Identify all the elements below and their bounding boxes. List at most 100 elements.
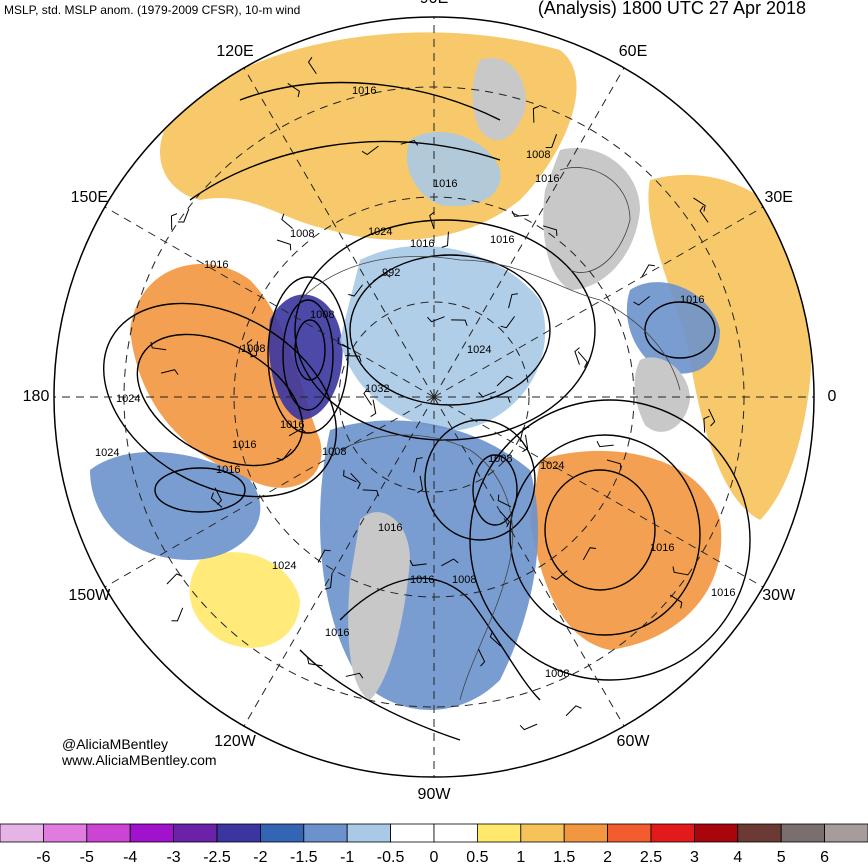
colorbar-swatch (737, 823, 782, 843)
wind-barb (409, 560, 427, 567)
wind-barb (669, 594, 683, 609)
contour-label: 1024 (467, 344, 491, 356)
wind-barb (150, 341, 167, 351)
contour-label: 992 (382, 267, 400, 279)
colorbar-swatch (43, 823, 88, 843)
meridian-210 (104, 396, 435, 588)
contour-label: 1016 (650, 542, 674, 554)
contour-label: 1016 (352, 85, 376, 97)
isobar-pacific-high-1 (136, 333, 304, 467)
meridian-240 (243, 396, 435, 727)
longitude-label: 30W (762, 587, 796, 604)
isobar-siberia-low-1 (282, 299, 334, 411)
contour-label: 1008 (526, 149, 550, 161)
colorbar-tick-label: -1 (340, 849, 354, 865)
contour-label: 1016 (378, 522, 402, 534)
wind-barb (361, 145, 379, 156)
colorbar-tick-label: -4 (123, 849, 137, 865)
wind-barb (511, 210, 529, 217)
wind-barb (532, 105, 540, 123)
colorbar-tick-label: 0.5 (466, 849, 488, 865)
wind-barb (324, 573, 333, 590)
isobar-atlantic-high-3 (469, 399, 751, 681)
wind-barb (441, 558, 459, 567)
wind-barb (478, 648, 486, 667)
wind-barb (210, 492, 223, 508)
wind-barb (250, 341, 259, 358)
colorbar: -6 -5 -4 -3 -2.5 -2 -1.5 -1 -0.5 0 0.5 1 1.5 2 2.5 3 4 5 6 (0, 823, 868, 865)
wind-barb (281, 213, 293, 229)
wind-barb (171, 607, 184, 622)
wind-barb (545, 133, 558, 148)
contour-label: 1024 (272, 560, 296, 572)
contour-label: 1008 (545, 668, 569, 680)
contour-label: 1016 (325, 627, 349, 639)
wind-barb (574, 347, 580, 365)
contour-label: 1016 (410, 574, 434, 586)
wind-barb (496, 375, 513, 387)
longitude-label: 120E (216, 43, 254, 61)
wind-barb (497, 494, 512, 508)
wind-barb (606, 459, 622, 470)
wind-barb (441, 231, 449, 248)
meridian-330 (433, 396, 764, 588)
polar-map: 1016 1008 1016 1016 1008 1024 1016 1016 1016 992 1… (53, 16, 815, 778)
wind-barb (288, 428, 307, 437)
colorbar-swatch (0, 823, 44, 843)
analysis-time: (Analysis) 1800 UTC 27 Apr 2018 (537, 0, 806, 18)
meridians (54, 17, 814, 777)
meridian-30 (433, 206, 764, 398)
wind-barb (577, 351, 588, 368)
contour-label: 1016 (680, 294, 704, 306)
contour-label: 1008 (322, 446, 346, 458)
wind-barb (350, 473, 361, 490)
colorbar-swatch (259, 823, 305, 843)
meridian-300 (433, 396, 625, 727)
meridian-150 (104, 206, 435, 398)
contour-label: 1016 (711, 587, 735, 599)
anomaly-positive-europe (648, 174, 813, 520)
isobar-pacific-low (154, 467, 246, 513)
wind-barb (345, 355, 362, 362)
contour-label: 1008 (310, 309, 334, 321)
wind-barb (427, 316, 445, 323)
isobar-na-1 (339, 577, 541, 701)
colorbar-tick-label: -2.5 (203, 849, 231, 865)
terrain-mask-tibet (472, 58, 526, 141)
wind-barb (160, 369, 179, 375)
contour-label-layer: 1016 1008 1016 1016 1008 1024 1016 1016 1016 992 1… (95, 85, 735, 680)
wind-barb (345, 672, 364, 679)
wind-barb (500, 316, 516, 329)
contour-label: 1016 (535, 173, 559, 185)
colorbar-swatch (390, 823, 435, 843)
colorbar-swatch (520, 823, 565, 843)
colorbar-tick-label: -6 (36, 849, 50, 865)
wind-barb (489, 631, 502, 647)
contour-label: 1024 (116, 393, 140, 405)
wind-barb (348, 284, 363, 297)
contour-label: 1008 (488, 453, 512, 465)
colorbar-swatch (216, 823, 261, 843)
wind-barb (522, 434, 529, 453)
coastline-north-america (339, 434, 513, 701)
wind-barb (276, 239, 292, 251)
isobar-atlantic-high-1 (544, 469, 656, 591)
map-title: MSLP, std. MSLP anom. (1979-2009 CFSR), … (4, 3, 301, 17)
longitude-label: 0 (827, 388, 837, 405)
coastline-greenland (559, 167, 631, 273)
anomaly-negative-pacific (90, 451, 261, 560)
colorbar-swatch (346, 823, 392, 843)
wind-barb (672, 566, 689, 576)
wind-barb (337, 337, 352, 350)
colorbar-tick-label: 3 (690, 849, 699, 865)
wind-barb (451, 319, 468, 326)
isobar-siberia-low-2 (267, 276, 349, 434)
colorbar-swatch (129, 823, 174, 843)
anomaly-negative-tibet (406, 131, 501, 207)
contour-label: 1016 (433, 178, 457, 190)
colorbar-tick-label: 1 (516, 849, 525, 865)
colorbar-tick-label: -1.5 (290, 849, 318, 865)
wind-barb (641, 264, 655, 278)
longitude-label: 90E (420, 0, 448, 8)
colorbar-tick-label: 2.5 (640, 849, 662, 865)
